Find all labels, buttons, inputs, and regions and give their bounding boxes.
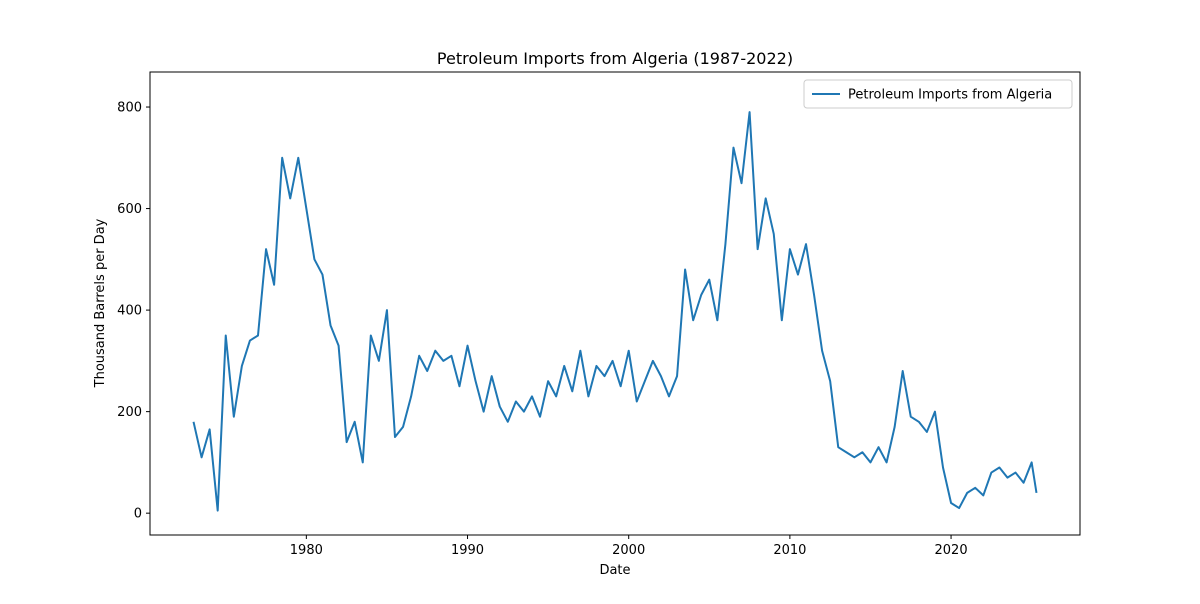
y-tick-label: 600 — [117, 202, 142, 217]
x-tick-label: 2020 — [935, 543, 968, 558]
y-tick-label: 0 — [134, 507, 142, 522]
x-tick-label: 1980 — [290, 543, 323, 558]
legend-label: Petroleum Imports from Algeria — [848, 88, 1052, 103]
y-tick-label: 200 — [117, 405, 142, 420]
plot-frame — [149, 71, 1081, 536]
x-tick-label: 1990 — [451, 543, 484, 558]
y-tick-label: 800 — [117, 101, 142, 116]
x-tick-label: 2000 — [612, 543, 645, 558]
y-tick-label: 400 — [117, 304, 142, 319]
data-line — [192, 111, 1038, 512]
y-axis-label: Thousand Barrels per Day — [93, 218, 108, 388]
x-tick-label: 2010 — [773, 543, 806, 558]
x-axis-label: Date — [599, 563, 630, 578]
chart-title: Petroleum Imports from Algeria (1987-202… — [437, 49, 793, 68]
legend-box — [803, 79, 1073, 109]
